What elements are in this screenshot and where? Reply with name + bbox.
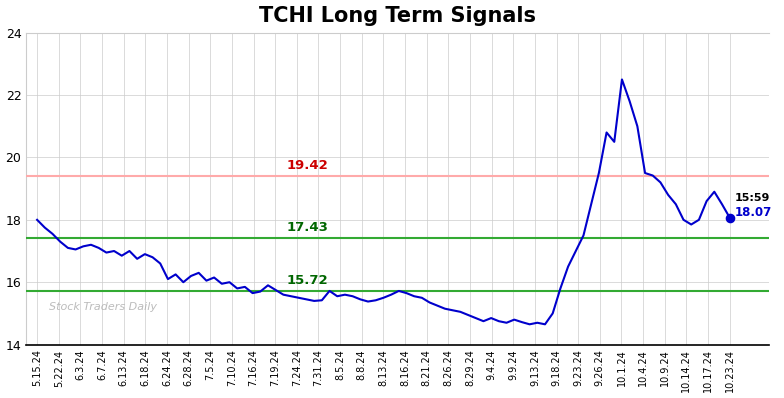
Text: Stock Traders Daily: Stock Traders Daily	[49, 302, 157, 312]
Text: 18.07: 18.07	[735, 206, 772, 219]
Text: 15.72: 15.72	[286, 274, 328, 287]
Title: TCHI Long Term Signals: TCHI Long Term Signals	[259, 6, 536, 25]
Text: 15:59: 15:59	[735, 193, 771, 203]
Point	[724, 215, 736, 221]
Text: 17.43: 17.43	[286, 221, 328, 234]
Text: 19.42: 19.42	[286, 159, 328, 172]
